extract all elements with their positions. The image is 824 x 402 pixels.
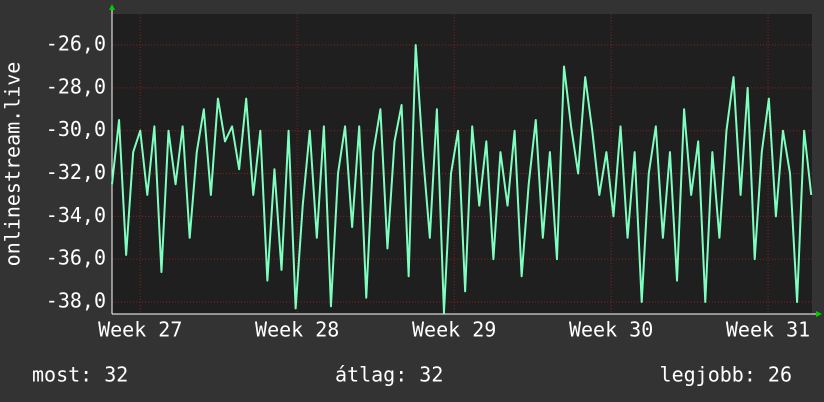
stat-current: most: 32: [32, 363, 128, 387]
axis-arrow: [109, 4, 115, 10]
x-tick-label: Week 28: [255, 318, 339, 342]
y-axis-label: onlinestream.live: [1, 62, 25, 267]
axis-arrow: [816, 311, 822, 317]
y-tick-label: -34,0: [46, 203, 106, 227]
data-line: [111, 44, 813, 314]
y-tick-label: -28,0: [46, 74, 106, 98]
y-tick-label: -32,0: [46, 160, 106, 184]
x-tick-label: Week 30: [569, 318, 653, 342]
stat-average: átlag: 32: [335, 363, 443, 387]
y-tick-label: -38,0: [46, 289, 106, 313]
x-tick-label: Week 27: [98, 318, 182, 342]
stat-best: legjobb: 26: [660, 363, 792, 387]
y-tick-label: -30,0: [46, 117, 106, 141]
x-tick-label: Week 31: [726, 318, 810, 342]
y-tick-label: -26,0: [46, 32, 106, 56]
y-tick-label: -36,0: [46, 246, 106, 270]
x-tick-label: Week 29: [412, 318, 496, 342]
